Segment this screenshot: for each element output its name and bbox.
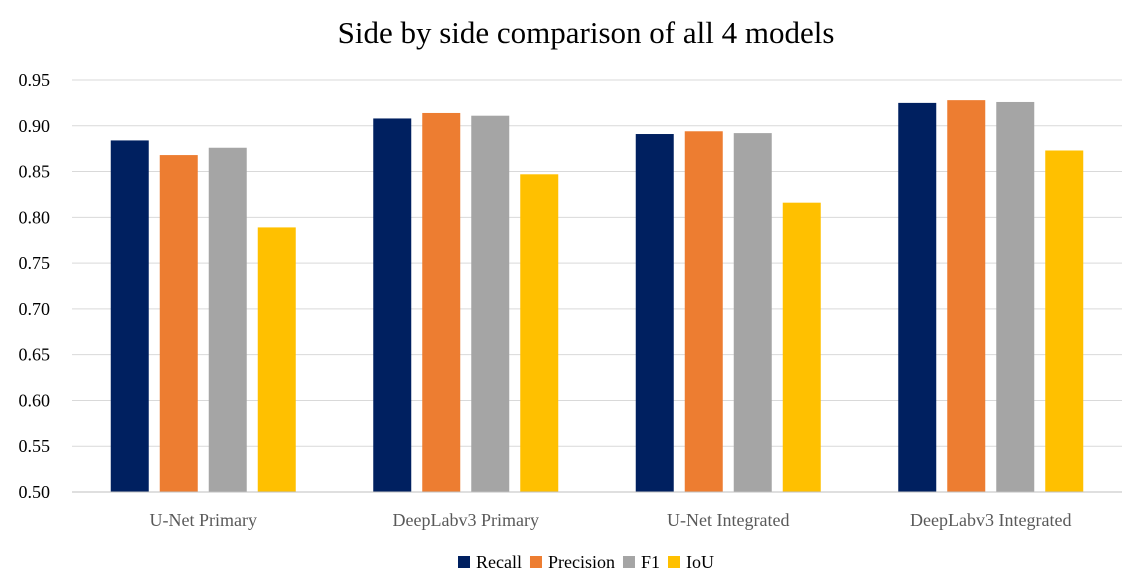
bar-iou [782,202,821,492]
bar-iou [257,227,296,492]
bar-precision [684,131,723,492]
legend-label: IoU [686,552,714,572]
y-tick-label: 0.85 [19,162,51,182]
bar-recall [110,140,149,492]
bar-f1 [208,147,247,493]
bars [110,100,1084,493]
legend-label: F1 [641,552,660,572]
bar-f1 [733,133,772,492]
bar-f1 [471,115,510,492]
y-tick-label: 0.90 [19,116,51,136]
y-tick-label: 0.50 [19,482,51,502]
x-tick-label: DeepLabv3 Integrated [910,510,1071,530]
legend: Recall Precision F1 IoU [458,552,714,572]
x-tick-label: U-Net Primary [150,510,257,530]
y-tick-label: 0.65 [19,345,51,365]
legend-swatch-precision [529,556,542,568]
x-axis-ticks: U-Net Primary DeepLabv3 Primary U-Net Inte… [150,510,1072,530]
bar-iou [1045,150,1084,492]
bar-recall [635,134,674,493]
bar-iou [520,174,559,492]
legend-label: Recall [476,552,522,572]
y-tick-label: 0.95 [19,70,51,90]
legend-swatch-iou [668,556,680,568]
legend-label: Precision [548,552,615,572]
y-tick-label: 0.70 [19,299,51,319]
bar-recall [898,102,937,492]
gridlines [72,79,1122,447]
y-tick-label: 0.60 [19,390,51,410]
y-axis-ticks: 0.50 0.55 0.60 0.65 0.70 0.75 0.80 0.85 0.90 0.95 [19,70,51,502]
legend-swatch-recall [458,556,470,568]
bar-precision [947,100,986,493]
x-tick-label: DeepLabv3 Primary [393,510,539,530]
bar-precision [159,155,198,492]
chart-title: Side by side comparison of all 4 models [338,15,835,50]
y-tick-label: 0.80 [19,207,51,227]
bar-precision [422,112,461,493]
legend-swatch-f1 [622,556,635,568]
x-tick-label: U-Net Integrated [667,510,789,530]
y-tick-label: 0.55 [19,436,51,456]
bar-recall [373,118,412,492]
bar-f1 [996,101,1035,493]
y-tick-label: 0.75 [19,253,51,273]
